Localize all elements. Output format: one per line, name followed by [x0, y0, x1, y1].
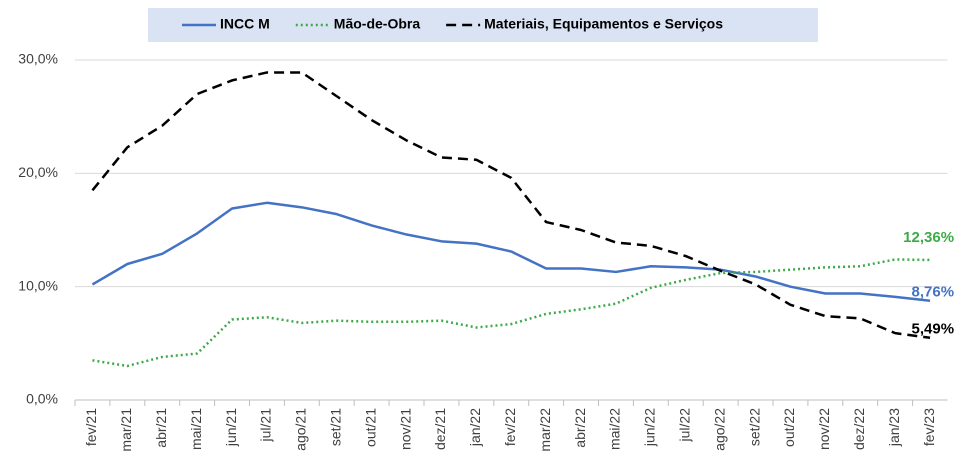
x-tick-label: nov/22	[816, 408, 832, 450]
x-tick-label: mai/21	[188, 408, 204, 450]
x-tick-label: set/22	[746, 408, 762, 446]
x-tick-label: out/22	[781, 408, 797, 447]
y-tick-label: 0,0%	[26, 391, 58, 407]
x-tick-label: mai/22	[607, 408, 623, 450]
legend-label: Materiais, Equipamentos e Serviços	[484, 16, 723, 32]
x-tick-label: ago/21	[293, 408, 309, 451]
x-tick-label: set/21	[327, 408, 343, 446]
y-tick-label: 10,0%	[18, 277, 58, 293]
x-tick-label: mar/21	[118, 408, 134, 452]
legend-label: Mão-de-Obra	[334, 16, 421, 32]
x-tick-label: ago/22	[711, 408, 727, 451]
x-tick-label: dez/22	[851, 408, 867, 450]
x-tick-label: abr/22	[572, 408, 588, 448]
x-tick-label: jul/22	[676, 408, 692, 443]
x-tick-label: out/21	[362, 408, 378, 447]
legend-box	[148, 8, 818, 42]
y-tick-label: 30,0%	[18, 51, 58, 67]
x-tick-label: dez/21	[432, 408, 448, 450]
x-tick-label: nov/21	[397, 408, 413, 450]
series-line	[91, 71, 931, 340]
data-label: 5,49%	[912, 321, 955, 338]
x-tick-label: jan/22	[467, 408, 483, 447]
x-tick-label: jul/21	[258, 408, 274, 443]
series-line	[91, 201, 931, 302]
x-tick-label: fev/22	[502, 408, 518, 446]
legend-label: INCC M	[220, 16, 270, 32]
data-label: 8,76%	[912, 284, 955, 301]
y-tick-label: 20,0%	[18, 164, 58, 180]
x-tick-label: jun/22	[642, 408, 658, 447]
x-tick-label: jan/23	[886, 408, 902, 447]
x-tick-label: fev/23	[921, 408, 937, 446]
x-tick-label: fev/21	[83, 408, 99, 446]
x-tick-label: abr/21	[153, 408, 169, 448]
series-line	[92, 258, 931, 368]
data-label: 12,36%	[903, 229, 954, 246]
x-tick-label: mar/22	[537, 408, 553, 452]
x-tick-label: jun/21	[223, 408, 239, 447]
